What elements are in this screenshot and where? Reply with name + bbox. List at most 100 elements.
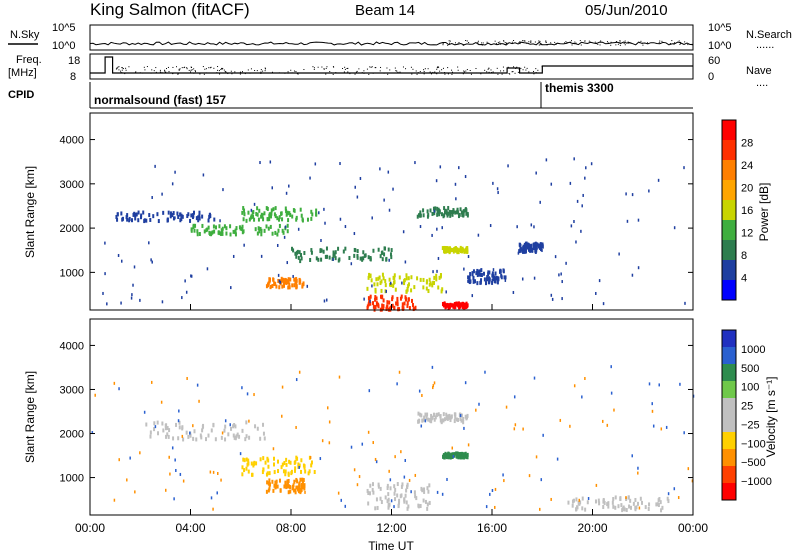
search-dot	[468, 42, 470, 44]
cpid-row: CPID normalsound (fast) 157 themis 3300	[8, 81, 693, 109]
scatter-cell	[139, 298, 141, 302]
station-title: King Salmon (fitACF)	[90, 0, 250, 19]
data-cell	[410, 275, 413, 280]
data-cell	[278, 478, 281, 483]
data-cell	[371, 487, 374, 492]
data-cell	[436, 210, 439, 215]
time-tick-label: 04:00	[175, 521, 205, 535]
velocity-frame	[89, 318, 694, 516]
data-cell	[272, 488, 275, 493]
scatter-cell	[160, 400, 163, 404]
nave-dot	[208, 67, 210, 69]
data-cell	[266, 206, 269, 211]
scatter-cell	[419, 225, 422, 229]
data-cell	[374, 287, 377, 292]
data-cell	[137, 218, 140, 223]
nave-dot	[386, 67, 388, 69]
data-cell	[405, 488, 408, 493]
scatter-cell	[241, 386, 243, 390]
scatter-cell	[344, 504, 347, 508]
noise-tick-right-bottom: 10^0	[708, 40, 732, 52]
data-cell	[396, 299, 399, 304]
data-cell	[452, 304, 455, 309]
data-cell	[458, 248, 461, 253]
scatter-cell	[353, 468, 356, 472]
data-cell	[271, 231, 274, 236]
data-cell	[244, 437, 247, 442]
scatter-cell	[181, 296, 183, 300]
data-cell	[433, 417, 436, 422]
colorbar-tick-label: −1000	[741, 476, 772, 488]
scatter-cell	[338, 375, 341, 379]
colorbar-segment	[722, 260, 736, 281]
range-tick-label: 4000	[60, 135, 84, 147]
data-cell	[267, 464, 270, 469]
search-dot	[463, 44, 465, 46]
data-cell	[386, 300, 389, 305]
data-cell	[530, 243, 533, 248]
nave-dot	[508, 72, 510, 74]
nave-dot	[186, 68, 188, 70]
scatter-cell	[374, 457, 377, 461]
data-cell	[405, 276, 408, 281]
data-cell	[386, 499, 389, 504]
data-cell	[440, 419, 443, 424]
search-dot	[457, 43, 459, 45]
data-cell	[181, 425, 184, 430]
scatter-cell	[339, 162, 341, 166]
time-axis-label: Time UT	[368, 539, 414, 553]
data-cell	[325, 246, 328, 251]
scatter-cell	[297, 227, 300, 231]
data-cell	[503, 275, 506, 280]
data-cell	[299, 259, 302, 264]
data-cell	[567, 500, 570, 505]
scatter-cell	[648, 382, 651, 386]
data-cell	[496, 280, 499, 285]
data-cell	[387, 247, 390, 252]
data-cell	[423, 489, 426, 494]
data-cell	[186, 214, 189, 219]
scatter-cell	[533, 276, 536, 280]
nave-dot	[284, 72, 286, 74]
data-cell	[500, 275, 503, 280]
scatter-cell	[129, 456, 131, 460]
data-cell	[171, 213, 174, 218]
search-dot	[619, 41, 621, 43]
colorbar-segment	[722, 160, 736, 181]
data-cell	[406, 301, 409, 306]
scatter-cell	[284, 225, 287, 229]
data-cell	[419, 277, 422, 282]
data-cell	[368, 491, 371, 496]
data-cell	[303, 464, 306, 469]
data-cell	[423, 417, 426, 422]
nave-dot	[172, 66, 174, 68]
colorbar-tick-label: −500	[741, 457, 766, 469]
scatter-cell	[625, 496, 627, 500]
data-cell	[322, 249, 325, 254]
scatter-cell	[598, 279, 601, 283]
data-cell	[459, 207, 462, 212]
nave-dot	[524, 66, 526, 68]
scatter-cell	[318, 211, 320, 215]
data-cell	[280, 276, 283, 281]
data-cell	[628, 504, 631, 509]
nave-dot	[358, 68, 360, 70]
scatter-cell	[433, 381, 436, 385]
data-cell	[250, 461, 253, 466]
nave-dot	[260, 69, 262, 71]
nave-dot	[264, 67, 266, 69]
nave-dot	[271, 71, 273, 73]
data-cell	[212, 224, 215, 229]
nave-dot	[295, 70, 297, 72]
data-cell	[317, 257, 320, 262]
scatter-cell	[400, 450, 402, 454]
colorbar-tick-label: −25	[741, 419, 760, 431]
power-ylabel: Slant Range [km]	[23, 166, 37, 258]
data-cell	[532, 246, 535, 251]
data-cell	[299, 487, 302, 492]
data-cell	[281, 284, 284, 289]
nave-dot	[312, 66, 314, 68]
nave-dot	[121, 67, 123, 69]
data-cell	[207, 218, 210, 223]
scatter-cell	[286, 261, 289, 265]
